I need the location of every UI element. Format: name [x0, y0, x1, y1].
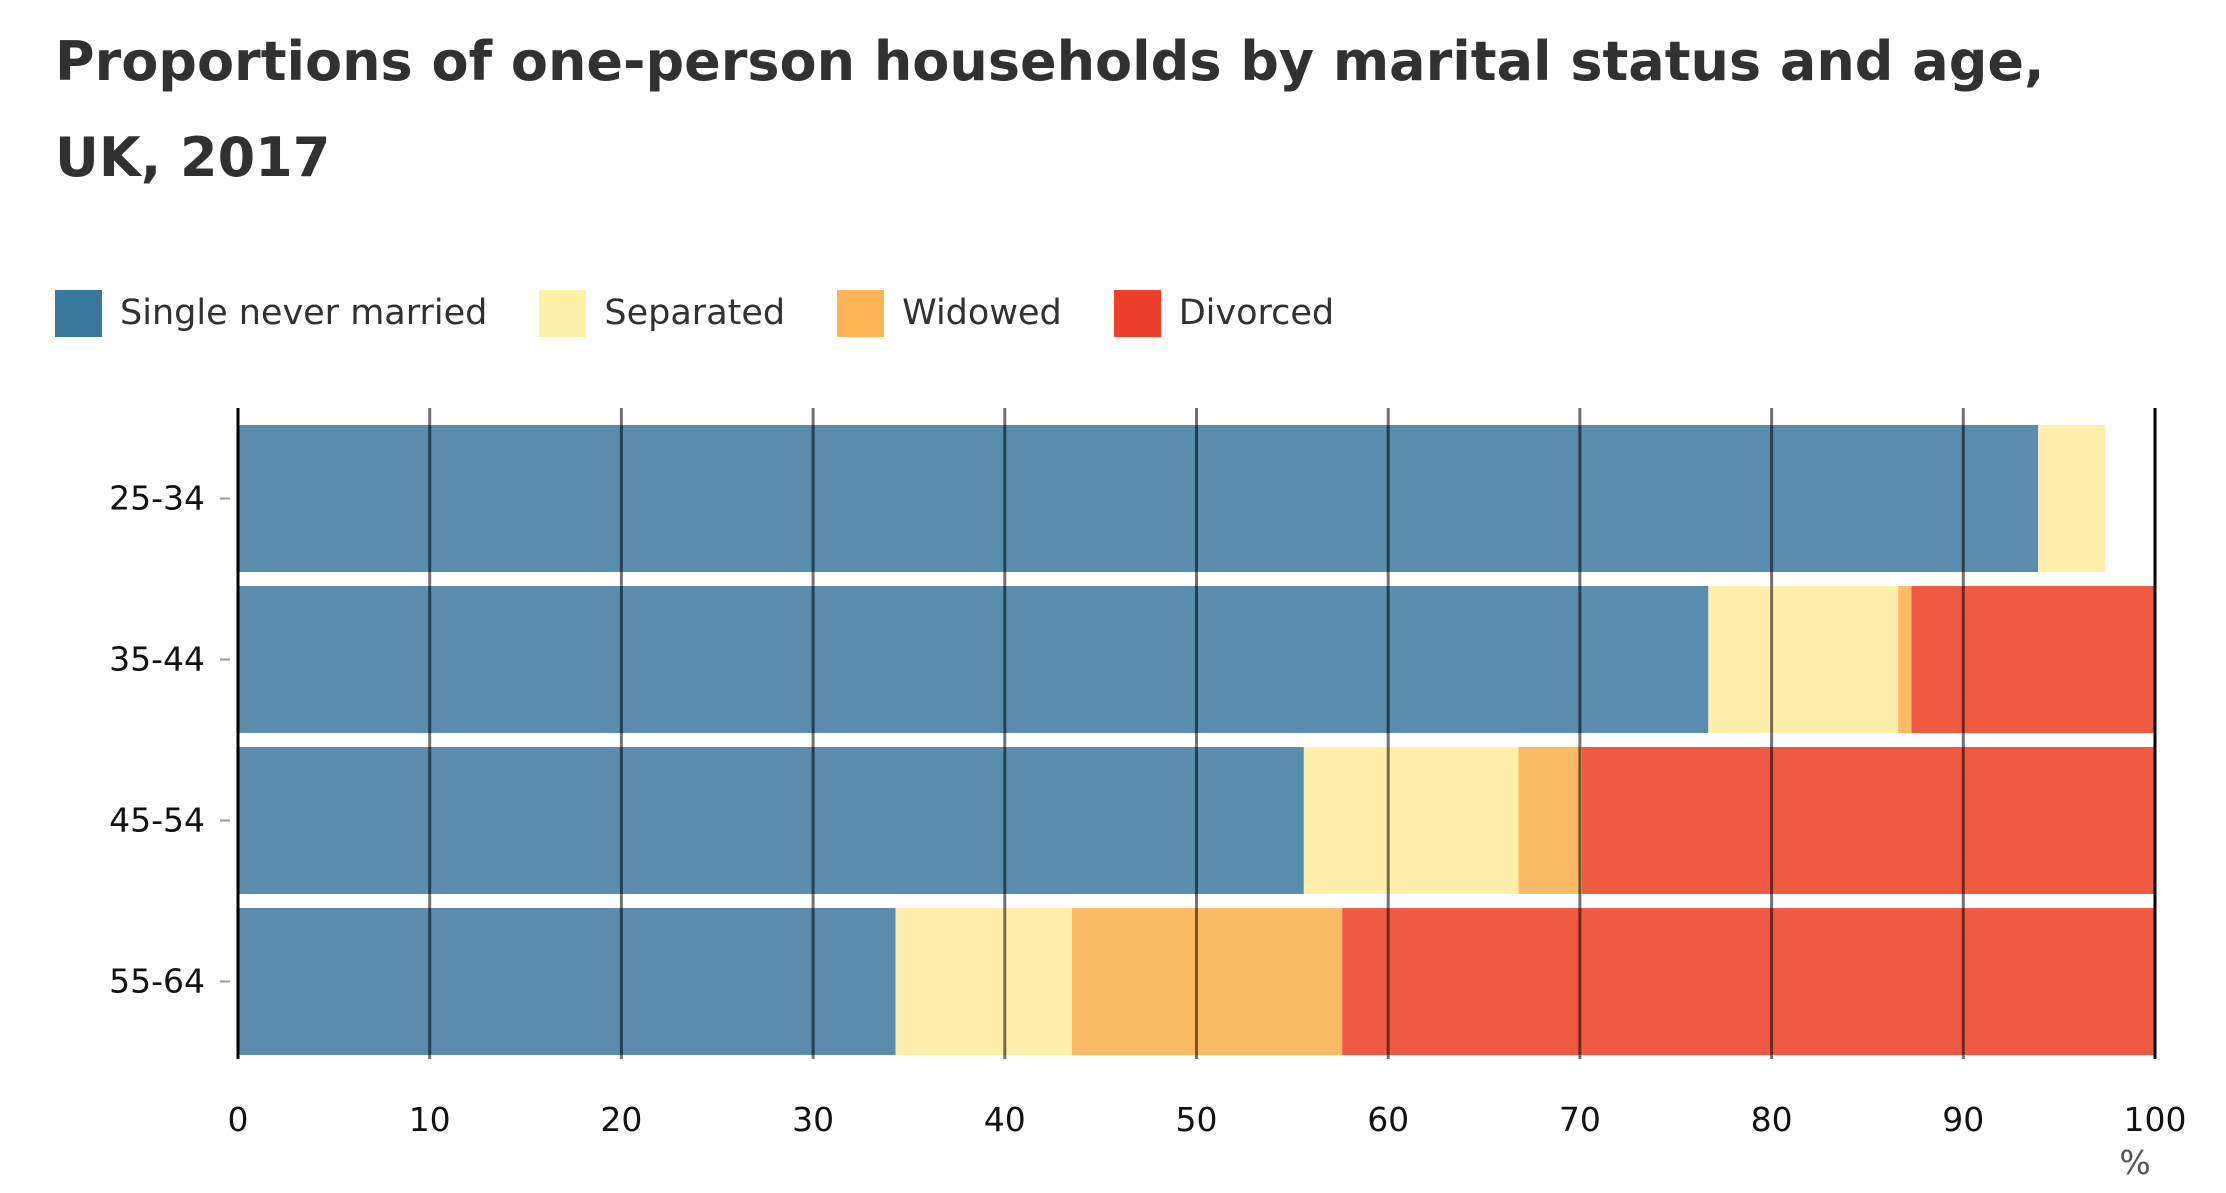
bar-25-34-separated	[2038, 425, 2106, 572]
legend: Single never married Separated Widowed Divo…	[55, 288, 1386, 338]
legend-label: Widowed	[902, 293, 1062, 333]
category-label: 25-34	[109, 479, 205, 518]
legend-swatch	[539, 289, 587, 337]
bar-55-64-separated	[895, 908, 1072, 1055]
legend-label: Separated	[604, 293, 786, 333]
legend-swatch	[1113, 289, 1161, 337]
bar-45-54-separated	[1303, 747, 1519, 894]
category-label: 45-54	[109, 801, 205, 840]
chart-title: Proportions of one-person households by …	[55, 30, 2045, 189]
bar-25-34-single-never-married	[238, 425, 2039, 572]
bar-45-54-single-never-married	[238, 747, 1304, 894]
gridlines-layer	[236, 408, 2157, 1059]
x-tick-label: 100	[2124, 1100, 2187, 1139]
labels-layer: 25-34 35-44 45-54 55-64 0 10 20 30 40 50 60 70 80 90 1…	[109, 479, 2186, 1183]
x-tick-label: 60	[1367, 1100, 1409, 1139]
x-tick-label: 70	[1559, 1100, 1601, 1139]
legend-item-separated: Separated	[539, 289, 786, 337]
bar-35-44-divorced	[1911, 586, 2155, 733]
bar-35-44-widowed	[1898, 586, 1912, 733]
legend-swatch	[55, 289, 102, 337]
category-label: 35-44	[109, 640, 205, 679]
legend-label: Divorced	[1178, 293, 1335, 333]
x-tick-label: 80	[1751, 1100, 1793, 1139]
x-tick-label: 40	[984, 1100, 1026, 1139]
bar-35-44-separated	[1708, 586, 1899, 733]
x-tick-label: 20	[600, 1100, 642, 1139]
bar-45-54-widowed	[1518, 747, 1582, 894]
legend-label: Single never married	[120, 293, 488, 333]
x-tick-label: 50	[1176, 1100, 1218, 1139]
legend-item-widowed: Widowed	[837, 289, 1062, 337]
legend-item-divorced: Divorced	[1113, 289, 1335, 337]
bar-55-64-single-never-married	[238, 908, 896, 1055]
bars-layer	[238, 425, 2155, 1055]
legend-item-single-never-married: Single never married	[55, 289, 488, 337]
category-label: 55-64	[109, 962, 205, 1001]
bar-45-54-divorced	[1581, 747, 2155, 894]
x-tick-label: 30	[792, 1100, 834, 1139]
x-unit-label: %	[2119, 1143, 2150, 1182]
bar-55-64-divorced	[1342, 908, 2155, 1055]
bar-35-44-single-never-married	[238, 586, 1709, 733]
legend-swatch	[837, 289, 885, 337]
x-tick-label: 90	[1942, 1100, 1984, 1139]
x-tick-label: 0	[228, 1100, 249, 1139]
x-tick-label: 10	[409, 1100, 451, 1139]
bar-55-64-widowed	[1071, 908, 1343, 1055]
